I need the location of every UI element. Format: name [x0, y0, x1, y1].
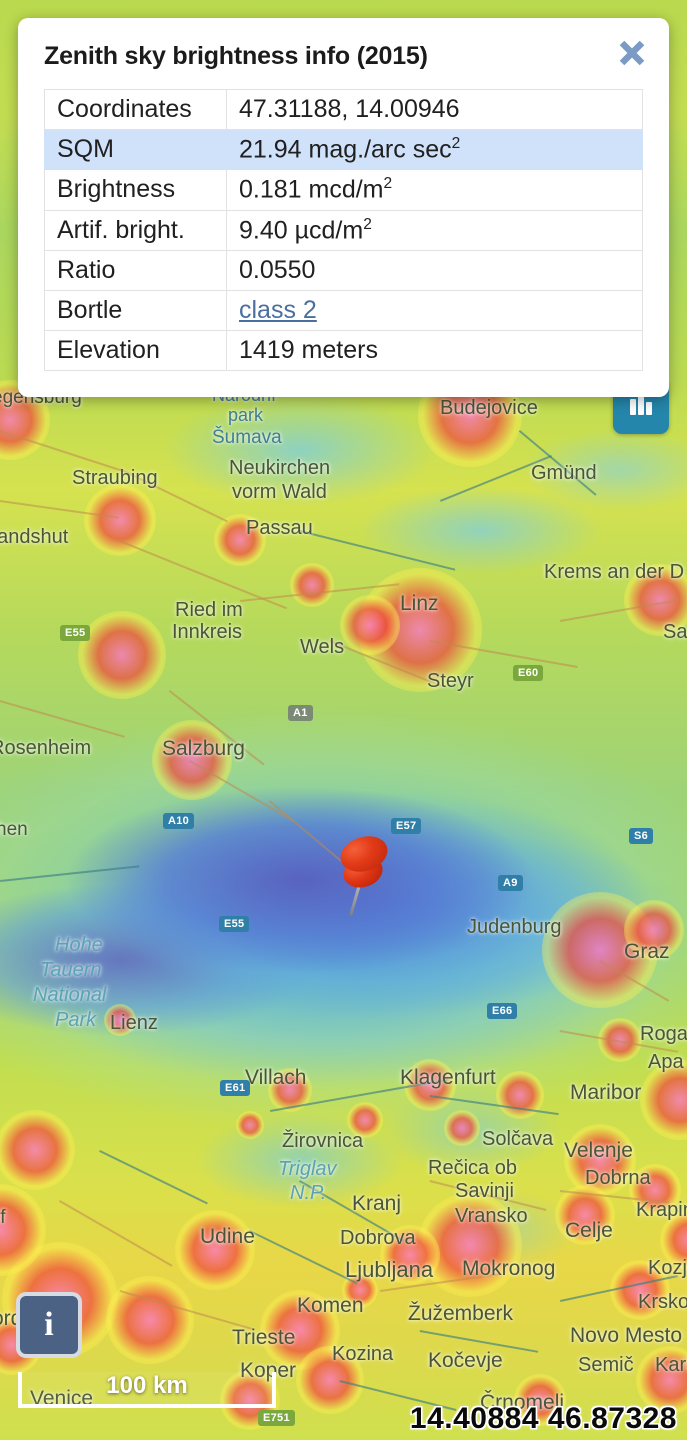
row-key: Bortle	[44, 289, 227, 331]
table-row: Coordinates 47.31188, 14.00946	[44, 89, 643, 130]
row-value: 0.0550	[226, 249, 643, 291]
table-row: Elevation 1419 meters	[44, 329, 643, 371]
row-value-text: 0.0550	[239, 255, 316, 284]
info-button-label: i	[44, 1306, 54, 1343]
row-value-text: 1419 meters	[239, 335, 378, 364]
unit-exponent: 2	[363, 215, 372, 233]
table-row: Ratio 0.0550	[44, 249, 643, 291]
row-value: 0.181 mcd/m2	[226, 169, 643, 211]
row-value: 47.31188, 14.00946	[226, 89, 643, 130]
dialog-title: Zenith sky brightness info (2015)	[44, 42, 428, 70]
close-icon	[619, 40, 645, 66]
row-value-text: 0.181 mcd/m	[239, 175, 384, 204]
table-row: Bortle class 2	[44, 289, 643, 331]
sky-brightness-info-dialog: Zenith sky brightness info (2015) Coordi…	[18, 18, 669, 397]
sky-brightness-table: Coordinates 47.31188, 14.00946 SQM 21.94 ma…	[44, 89, 643, 371]
row-key: Coordinates	[44, 89, 227, 130]
row-value-text: 21.94 mag./arc sec	[239, 135, 452, 164]
info-button[interactable]: i	[16, 1292, 82, 1358]
table-row: SQM 21.94 mag./arc sec2	[44, 128, 643, 171]
table-row: Artif. bright. 9.40 µcd/m2	[44, 209, 643, 251]
row-value: 9.40 µcd/m2	[226, 209, 643, 251]
table-row: Brightness 0.181 mcd/m2	[44, 169, 643, 211]
row-key: Brightness	[44, 169, 227, 211]
scale-bar-label: 100 km	[106, 1372, 188, 1399]
layers-icon	[630, 395, 652, 415]
unit-exponent: 2	[451, 135, 461, 152]
map-pin-marker[interactable]	[335, 830, 397, 918]
row-key: SQM	[44, 128, 227, 171]
row-value-text: 47.31188, 14.00946	[239, 95, 460, 123]
map-scale-bar: 100 km	[18, 1372, 276, 1408]
close-button[interactable]	[615, 36, 649, 70]
unit-exponent: 2	[383, 175, 393, 193]
row-key: Elevation	[44, 329, 227, 371]
row-key: Artif. bright.	[44, 209, 227, 251]
row-value[interactable]: class 2	[226, 289, 643, 331]
row-key: Ratio	[44, 249, 227, 291]
row-value-text: 9.40 µcd/m	[239, 215, 364, 244]
row-value: 21.94 mag./arc sec2	[226, 128, 643, 171]
bortle-class-link[interactable]: class 2	[239, 295, 317, 324]
coordinate-readout: 14.40884 46.87328	[409, 1402, 677, 1435]
row-value: 1419 meters	[226, 329, 643, 371]
